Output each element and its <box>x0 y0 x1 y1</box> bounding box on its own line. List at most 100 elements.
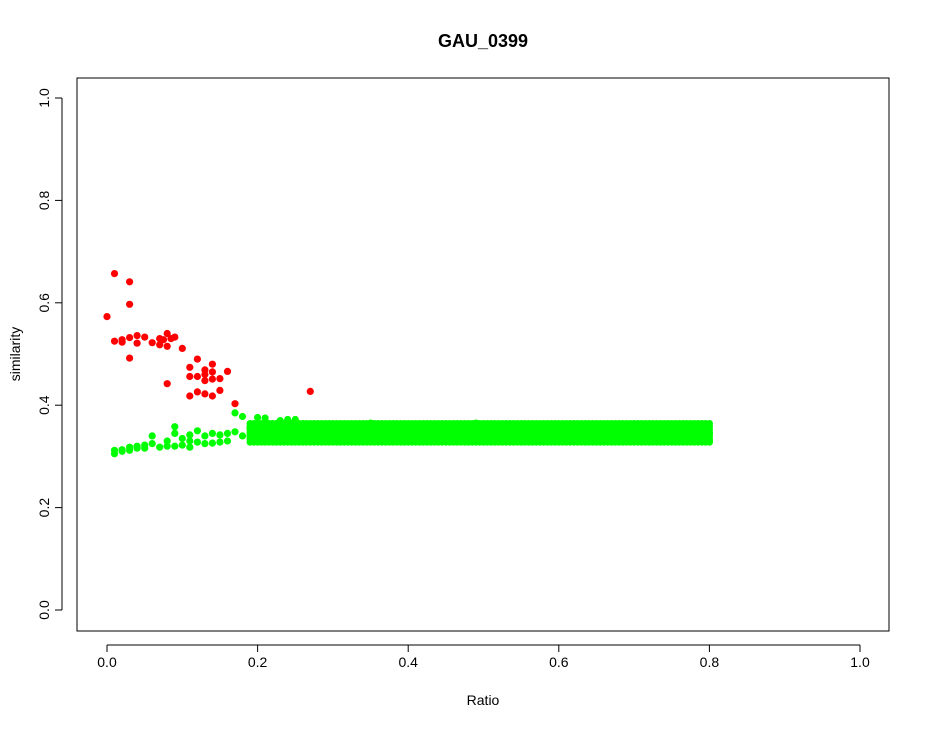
data-point <box>148 432 156 440</box>
y-tick-label: 1.0 <box>36 88 52 108</box>
data-point <box>156 341 164 349</box>
data-point <box>668 428 676 436</box>
data-point <box>592 424 601 432</box>
data-point <box>457 422 465 430</box>
data-point <box>683 429 691 437</box>
data-point <box>223 437 232 445</box>
data-point <box>389 429 397 437</box>
data-point <box>126 354 134 362</box>
data-point <box>291 427 299 435</box>
data-point <box>193 438 201 446</box>
data-point <box>525 429 533 437</box>
data-point <box>397 422 405 430</box>
data-point <box>186 372 194 381</box>
data-point <box>630 433 638 441</box>
data-point <box>698 429 706 437</box>
data-point <box>570 432 578 440</box>
data-point <box>208 439 216 447</box>
data-point <box>547 422 555 430</box>
data-point <box>110 337 119 345</box>
data-point <box>367 429 375 437</box>
data-point <box>201 370 209 379</box>
data-point <box>276 428 284 436</box>
data-point <box>186 363 194 371</box>
x-tick-label: 0.6 <box>549 654 569 670</box>
data-point <box>178 344 186 352</box>
data-point <box>562 424 570 432</box>
data-point <box>577 423 586 431</box>
data-point <box>178 441 186 449</box>
data-point <box>141 441 149 449</box>
data-point <box>208 375 216 383</box>
data-point <box>231 409 239 417</box>
y-tick-label: 0.8 <box>36 190 52 210</box>
data-point <box>419 429 427 437</box>
data-point <box>705 429 714 437</box>
data-point <box>705 437 714 445</box>
data-point <box>517 422 525 430</box>
data-point <box>156 443 164 451</box>
data-point <box>201 440 209 448</box>
x-tick-label: 0.8 <box>700 654 720 670</box>
data-point <box>186 443 194 451</box>
data-point <box>449 429 457 437</box>
chart-title: GAU_0399 <box>438 31 528 51</box>
data-point <box>133 339 141 347</box>
data-point <box>201 377 209 385</box>
data-point <box>216 375 224 383</box>
data-point <box>336 432 344 440</box>
data-point <box>329 427 337 435</box>
data-point <box>216 438 224 446</box>
data-point <box>705 420 714 428</box>
data-point <box>464 432 472 440</box>
x-axis-label: Ratio <box>467 692 500 708</box>
data-point <box>434 432 442 440</box>
data-point <box>532 421 540 429</box>
data-point <box>254 413 262 422</box>
data-point <box>404 434 412 443</box>
data-point <box>163 342 171 350</box>
data-point <box>344 426 352 434</box>
data-point <box>163 437 171 445</box>
data-point <box>495 432 503 440</box>
x-tick-label: 0.2 <box>248 654 268 670</box>
data-point <box>246 432 254 440</box>
data-point <box>216 386 224 394</box>
data-point <box>171 429 179 437</box>
data-point <box>509 434 518 443</box>
data-point <box>208 392 216 400</box>
data-point <box>126 278 134 286</box>
data-point <box>660 434 668 443</box>
data-point <box>284 415 292 424</box>
data-point <box>638 427 646 435</box>
data-point <box>201 390 209 398</box>
data-point <box>442 421 450 429</box>
data-point <box>269 422 277 430</box>
data-point <box>479 429 488 437</box>
data-point <box>607 426 616 434</box>
data-point <box>261 432 269 440</box>
data-point <box>382 421 390 429</box>
data-point <box>540 432 548 440</box>
data-point <box>246 424 254 432</box>
data-point <box>600 432 608 440</box>
data-point <box>193 355 201 363</box>
data-point <box>645 434 653 443</box>
data-point <box>126 334 134 342</box>
data-point <box>238 412 247 421</box>
data-point <box>133 332 141 340</box>
data-point <box>163 380 171 388</box>
data-point <box>186 392 194 400</box>
data-point <box>216 431 224 439</box>
data-point <box>171 333 179 341</box>
data-point <box>615 434 623 443</box>
y-tick-label: 0.6 <box>36 293 52 313</box>
y-tick-label: 0.4 <box>36 395 52 415</box>
data-point <box>178 434 186 443</box>
data-point <box>690 434 698 443</box>
data-points <box>103 270 714 458</box>
data-point <box>171 442 179 450</box>
data-point <box>623 424 631 432</box>
data-point <box>163 442 171 450</box>
